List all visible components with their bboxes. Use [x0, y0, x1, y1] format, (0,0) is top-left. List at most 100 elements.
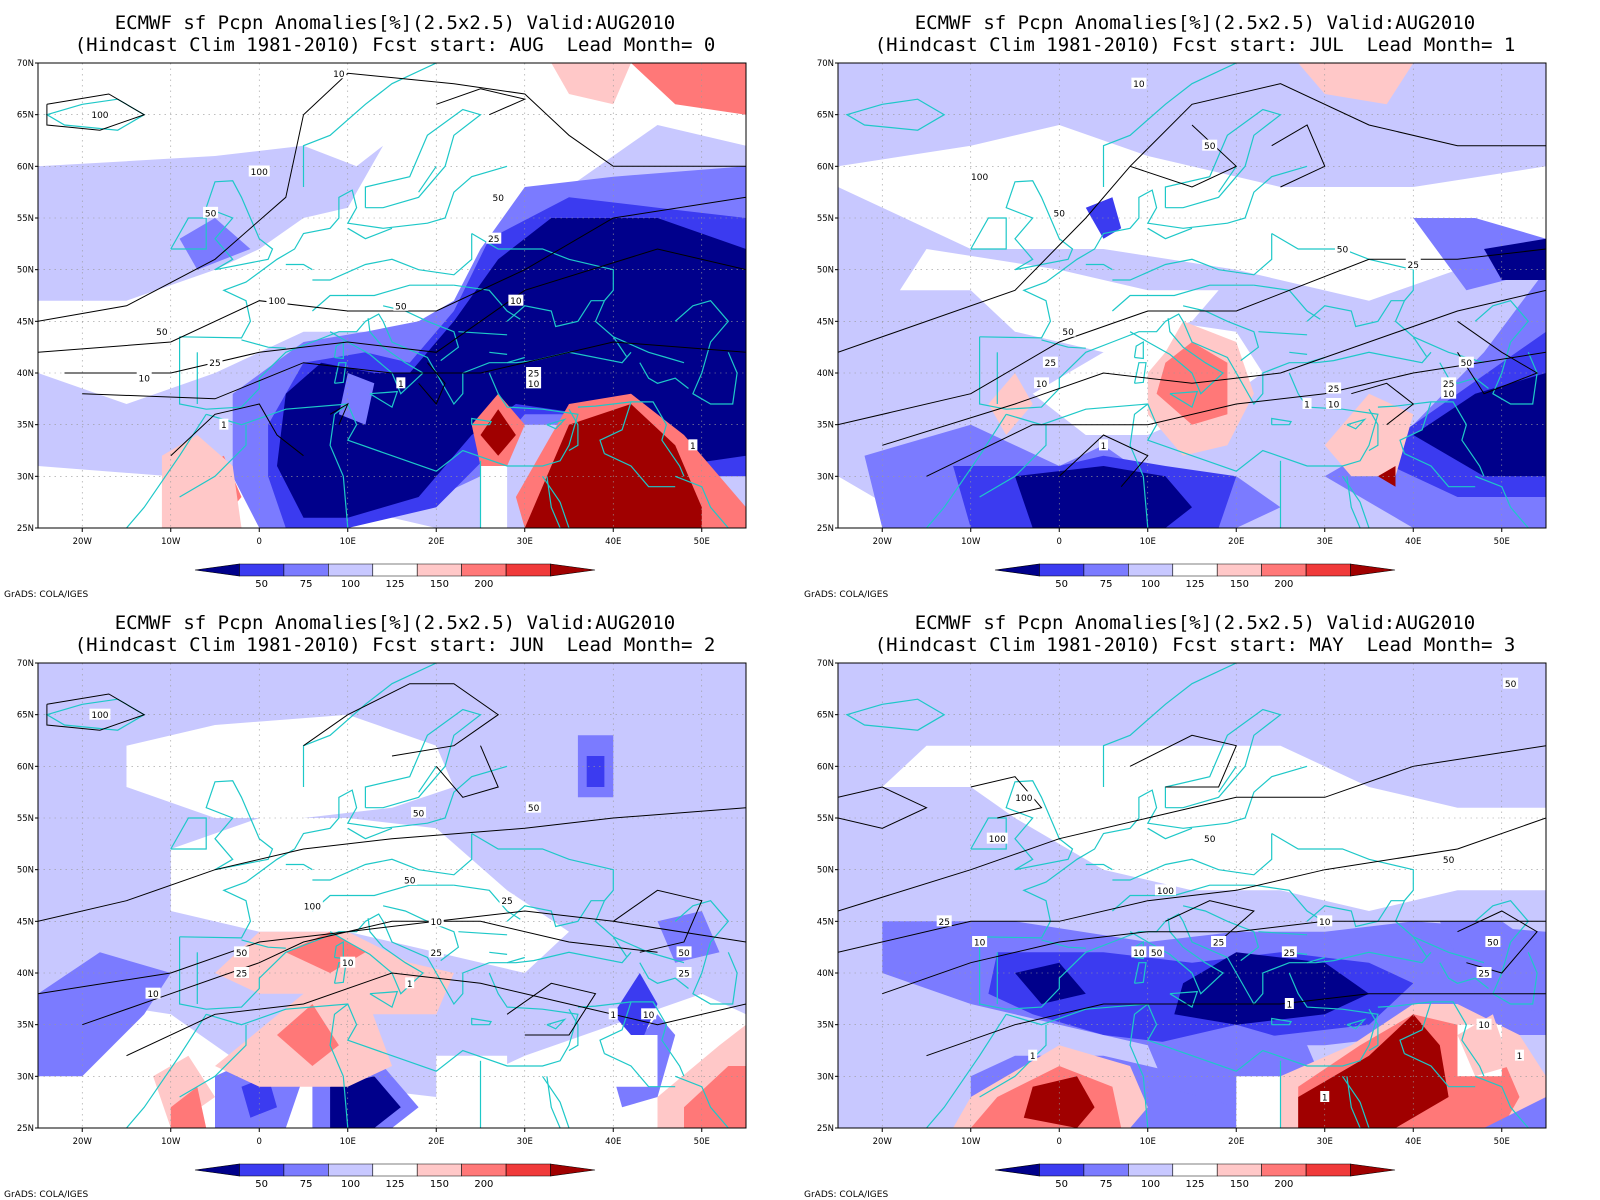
- anomaly-region: [988, 373, 1033, 435]
- coastline: [1182, 305, 1260, 362]
- panel-aug-lead0: ECMWF sf Pcpn Anomalies[%](2.5x2.5) Vali…: [0, 0, 790, 600]
- contour-label-bg: [1302, 398, 1312, 409]
- contour-label-bg: [154, 325, 170, 337]
- contour-label: 50: [678, 949, 690, 959]
- coastline: [1377, 401, 1485, 477]
- colorbar-label: 150: [430, 1179, 449, 1190]
- contour-label-bg: [207, 356, 223, 368]
- lat-label: 35N: [17, 421, 34, 431]
- contour-label-bg: [1441, 387, 1457, 399]
- anomaly-region: [684, 1066, 746, 1128]
- contour-label-bg: [1034, 377, 1050, 389]
- colorbar-label: 200: [1274, 1179, 1293, 1190]
- coastline: [1271, 832, 1414, 902]
- coastline: [179, 913, 632, 1010]
- contour-label-bg: [936, 915, 952, 927]
- contour-line: [882, 920, 1546, 995]
- contour-line: [926, 351, 1546, 477]
- coastline: [613, 936, 685, 964]
- contour-label-bg: [393, 299, 409, 311]
- coastline: [1133, 340, 1144, 360]
- anomaly-region: [338, 373, 375, 425]
- lon-label: 10E: [340, 1137, 356, 1147]
- contour-label-bg: [526, 367, 542, 378]
- contour-label-bg: [1013, 791, 1035, 803]
- coastline: [170, 817, 207, 850]
- coastline: [365, 1127, 367, 1128]
- coastline: [312, 884, 454, 912]
- coastline: [471, 232, 614, 302]
- contour-label-bg: [1503, 677, 1519, 689]
- lon-label: 10E: [1140, 1137, 1156, 1147]
- contour-line: [926, 993, 1546, 1057]
- contour-lines: [38, 683, 746, 1057]
- lat-label: 25N: [17, 524, 34, 534]
- contour-label-bg: [428, 946, 444, 958]
- coastline: [1306, 900, 1427, 957]
- coastline: [506, 300, 627, 357]
- contour-label: 10: [1478, 1021, 1490, 1031]
- coastline: [241, 339, 286, 349]
- coastline: [285, 263, 313, 271]
- lon-label: 10W: [961, 1137, 981, 1147]
- colorbar-swatch: [994, 1163, 1040, 1177]
- anomaly-region: [551, 63, 631, 105]
- coastline: [568, 1008, 579, 1052]
- colorbar-swatch: [1216, 563, 1262, 577]
- coastlines: [45, 63, 738, 528]
- contour-label: 25: [1284, 949, 1295, 959]
- coastline: [1368, 1008, 1379, 1052]
- contour-label-bg: [688, 439, 698, 451]
- contour-label: 100: [91, 111, 108, 121]
- coastline: [1346, 418, 1367, 430]
- coastline: [1413, 336, 1485, 364]
- colorbar-swatch: [416, 563, 462, 577]
- colorbar-label: 75: [300, 1179, 313, 1190]
- coastline: [418, 165, 437, 193]
- anomaly-region: [480, 409, 516, 456]
- coastline: [329, 318, 425, 395]
- contour-lines: [838, 734, 1546, 1057]
- colorbar-label: 75: [1100, 1179, 1113, 1190]
- anomaly-region: [613, 973, 658, 1046]
- contour-line: [38, 72, 746, 322]
- coastline: [1005, 780, 1074, 871]
- lon-label: 30E: [1317, 537, 1333, 547]
- lon-label: 20W: [73, 537, 93, 547]
- lat-label: 30N: [17, 472, 34, 482]
- contour-label: 50: [413, 809, 425, 819]
- contour-label: 10: [1328, 401, 1340, 411]
- contour-label-bg: [203, 206, 219, 218]
- contour-label-bg: [1320, 1091, 1330, 1102]
- contour-label: 10: [528, 380, 540, 390]
- anomaly-region: [215, 931, 454, 1015]
- lon-label: 20E: [428, 1137, 444, 1147]
- contour-label-bg: [331, 67, 347, 79]
- coastline: [979, 165, 1308, 339]
- coastline: [489, 351, 508, 355]
- coastline: [546, 1018, 567, 1030]
- coastline: [179, 165, 508, 339]
- contour-label-bg: [676, 967, 692, 978]
- coastline: [1346, 1076, 1361, 1128]
- contour-label: 1: [407, 980, 413, 990]
- contour-label-bg: [641, 1008, 657, 1020]
- coastline: [674, 300, 738, 405]
- coastline: [546, 1076, 561, 1128]
- coastline: [1169, 990, 1199, 1008]
- contour-line: [38, 807, 746, 922]
- coastline: [1271, 417, 1293, 426]
- contour-line: [418, 362, 446, 405]
- contour-label: 50: [205, 209, 217, 219]
- colorbar-swatch: [416, 1163, 462, 1177]
- colorbar-swatch: [283, 563, 329, 577]
- anomaly-region: [1324, 393, 1414, 477]
- colorbar-swatch: [1350, 563, 1396, 577]
- colorbar-label: 125: [385, 1179, 404, 1190]
- coastline: [845, 98, 946, 131]
- lon-label: 20E: [428, 537, 444, 547]
- contour-line: [838, 248, 1546, 426]
- lon-label: 10W: [161, 537, 181, 547]
- contour-label: 1: [1030, 1052, 1036, 1062]
